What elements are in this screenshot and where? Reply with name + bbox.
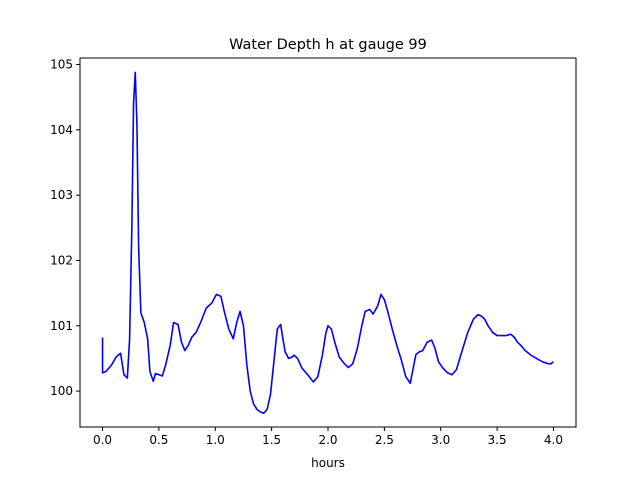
plot-area: 0.0 0.5 1.0 1.5 2.0 2.5 3.0 3.5 4.0 100 101 102 103… xyxy=(50,57,577,447)
x-axis: 0.0 0.5 1.0 1.5 2.0 2.5 3.0 3.5 4.0 xyxy=(93,427,563,447)
x-tick-label: 3.5 xyxy=(488,433,507,447)
y-tick-label: 101 xyxy=(50,319,73,333)
x-tick-label: 0.0 xyxy=(93,433,112,447)
y-tick-label: 103 xyxy=(50,188,73,202)
x-tick-label: 2.5 xyxy=(375,433,394,447)
y-tick-label: 104 xyxy=(50,123,73,137)
x-tick-label: 3.0 xyxy=(431,433,450,447)
x-tick-label: 2.0 xyxy=(318,433,337,447)
x-tick-label: 4.0 xyxy=(544,433,563,447)
chart-title: Water Depth h at gauge 99 xyxy=(229,37,427,53)
x-axis-label: hours xyxy=(311,456,345,470)
y-tick-label: 105 xyxy=(50,58,73,72)
water-depth-line xyxy=(101,71,554,415)
x-tick-label: 1.5 xyxy=(262,433,281,447)
x-tick-label: 0.5 xyxy=(149,433,168,447)
x-tick-label: 1.0 xyxy=(206,433,225,447)
y-tick-label: 100 xyxy=(50,384,73,398)
y-tick-label: 102 xyxy=(50,253,73,267)
y-axis: 100 101 102 103 104 105 xyxy=(50,58,80,398)
